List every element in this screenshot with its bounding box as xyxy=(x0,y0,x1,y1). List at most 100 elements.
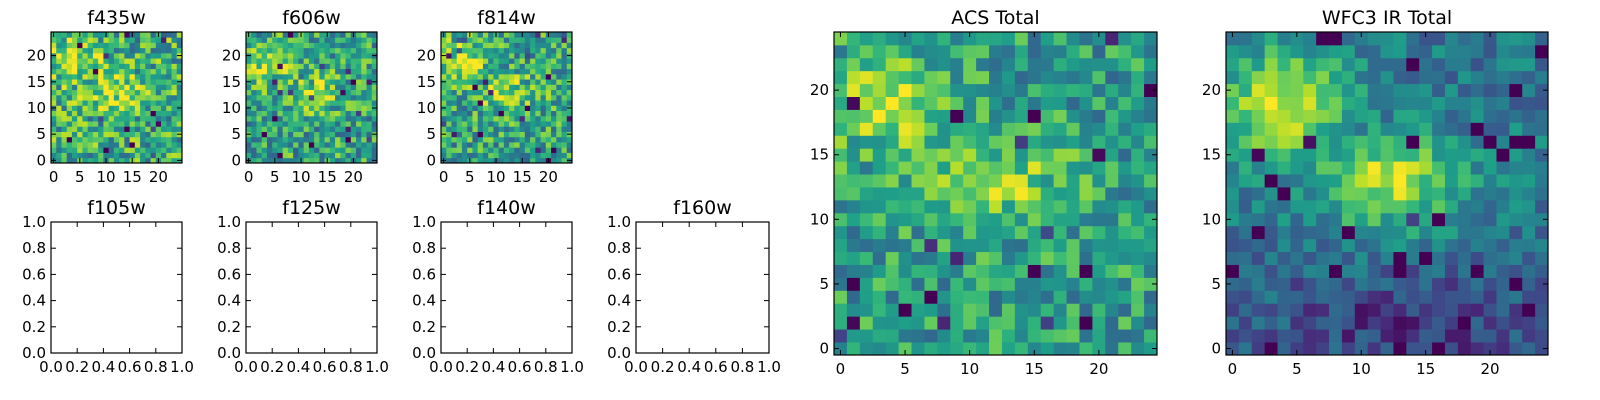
heatmap-cell xyxy=(566,73,573,80)
heatmap-cell xyxy=(371,142,378,148)
heatmap-cell xyxy=(66,63,73,70)
heatmap-cell xyxy=(51,147,57,153)
heatmap-cell xyxy=(872,238,887,253)
heatmap-cell xyxy=(77,47,83,54)
heatmap-cell xyxy=(272,52,278,59)
heatmap-cell xyxy=(524,115,531,122)
heatmap-cell xyxy=(361,147,367,153)
heatmap-cell xyxy=(1406,251,1420,265)
heatmap-cell xyxy=(1316,329,1330,343)
heatmap-cell xyxy=(1329,238,1343,253)
heatmap-cell xyxy=(540,142,547,148)
heatmap-cell xyxy=(482,110,489,117)
heatmap-cell xyxy=(272,121,278,127)
heatmap-cell xyxy=(872,277,887,291)
heatmap-cell xyxy=(519,142,526,148)
heatmap-cell xyxy=(540,42,547,49)
heatmap-cell xyxy=(898,135,912,149)
heatmap-cell xyxy=(134,32,141,38)
heatmap-cell xyxy=(898,161,912,175)
heatmap-cell xyxy=(1277,122,1291,136)
heatmap-cell xyxy=(963,187,977,201)
heatmap-cell xyxy=(251,68,257,75)
heatmap-cell xyxy=(140,89,146,96)
heatmap-cell xyxy=(1014,342,1029,356)
heatmap-cell xyxy=(898,290,912,304)
heatmap-cell xyxy=(335,47,341,54)
heatmap-cell xyxy=(361,68,367,75)
heatmap-cell xyxy=(937,342,951,356)
heatmap-cell xyxy=(1118,212,1132,227)
heatmap-cell xyxy=(324,152,331,159)
heatmap-cell xyxy=(166,68,172,75)
heatmap-cell xyxy=(1496,122,1510,136)
heatmap-cell xyxy=(1457,44,1472,59)
heatmap-cell xyxy=(898,122,912,136)
heatmap-cell xyxy=(71,89,78,96)
heatmap-cell xyxy=(482,126,489,132)
heatmap-cell xyxy=(451,37,458,43)
heatmap-cell xyxy=(1393,109,1407,123)
heatmap-cell xyxy=(371,89,378,96)
heatmap-cell xyxy=(319,73,325,80)
heatmap-cell xyxy=(113,32,120,38)
heatmap-cell xyxy=(924,83,938,97)
x-tick-label: 0.8 xyxy=(144,358,168,376)
heatmap-cell xyxy=(1406,316,1420,330)
heatmap-cell xyxy=(161,157,167,164)
heatmap-cell xyxy=(119,115,125,122)
heatmap-cell xyxy=(272,105,278,111)
heatmap-cell xyxy=(1522,187,1536,201)
heatmap-cell xyxy=(150,68,157,75)
heatmap-cell xyxy=(261,68,268,75)
heatmap-cell xyxy=(1393,174,1407,188)
heatmap-cell xyxy=(1457,212,1472,227)
heatmap-cell xyxy=(87,126,94,132)
heatmap-cell xyxy=(66,52,73,59)
heatmap-cell xyxy=(1380,122,1394,136)
heatmap-cell xyxy=(1444,109,1459,123)
heatmap-cell xyxy=(124,73,130,80)
heatmap-cell xyxy=(298,89,305,96)
heatmap-cell xyxy=(293,63,299,70)
heatmap-cell xyxy=(1367,44,1381,59)
heatmap-cell xyxy=(266,136,273,143)
heatmap-cell xyxy=(277,47,284,54)
heatmap-cell xyxy=(1238,135,1253,149)
heatmap-cell xyxy=(1290,342,1304,356)
heatmap-cell xyxy=(98,131,104,138)
heatmap-cell xyxy=(361,79,367,85)
heatmap-cell xyxy=(1226,225,1240,240)
heatmap-cell xyxy=(366,79,373,85)
heatmap-cell xyxy=(129,52,136,59)
heatmap-cell xyxy=(1079,316,1093,330)
heatmap-cell xyxy=(963,57,977,72)
heatmap-cell xyxy=(1226,122,1240,136)
heatmap-cell xyxy=(1316,316,1330,330)
heatmap-cell xyxy=(82,94,89,101)
heatmap-cell xyxy=(1303,303,1317,317)
heatmap-cell xyxy=(1470,342,1484,356)
heatmap-cell xyxy=(298,79,305,85)
heatmap-cell xyxy=(87,52,94,59)
heatmap-cell xyxy=(251,52,257,59)
heatmap-cell xyxy=(885,277,899,291)
heatmap-cell xyxy=(1251,277,1266,291)
heatmap-cell xyxy=(834,290,848,304)
heatmap-cell xyxy=(324,115,331,122)
heatmap-cell xyxy=(371,121,378,127)
heatmap-cell xyxy=(251,157,257,164)
y-tick-label: 0 xyxy=(36,151,46,169)
heatmap-cell xyxy=(1001,212,1016,227)
heatmap-cell xyxy=(976,174,990,188)
heatmap-cell xyxy=(119,68,125,75)
heatmap-cell xyxy=(1535,238,1549,253)
heatmap-cell xyxy=(461,52,468,59)
heatmap-cell xyxy=(140,157,146,164)
heatmap-cell xyxy=(1277,277,1291,291)
heatmap-cell xyxy=(366,58,373,64)
heatmap-cell xyxy=(503,94,510,101)
heatmap-cell xyxy=(82,105,89,111)
heatmap-cell xyxy=(524,47,531,54)
heatmap-cell xyxy=(963,135,977,149)
